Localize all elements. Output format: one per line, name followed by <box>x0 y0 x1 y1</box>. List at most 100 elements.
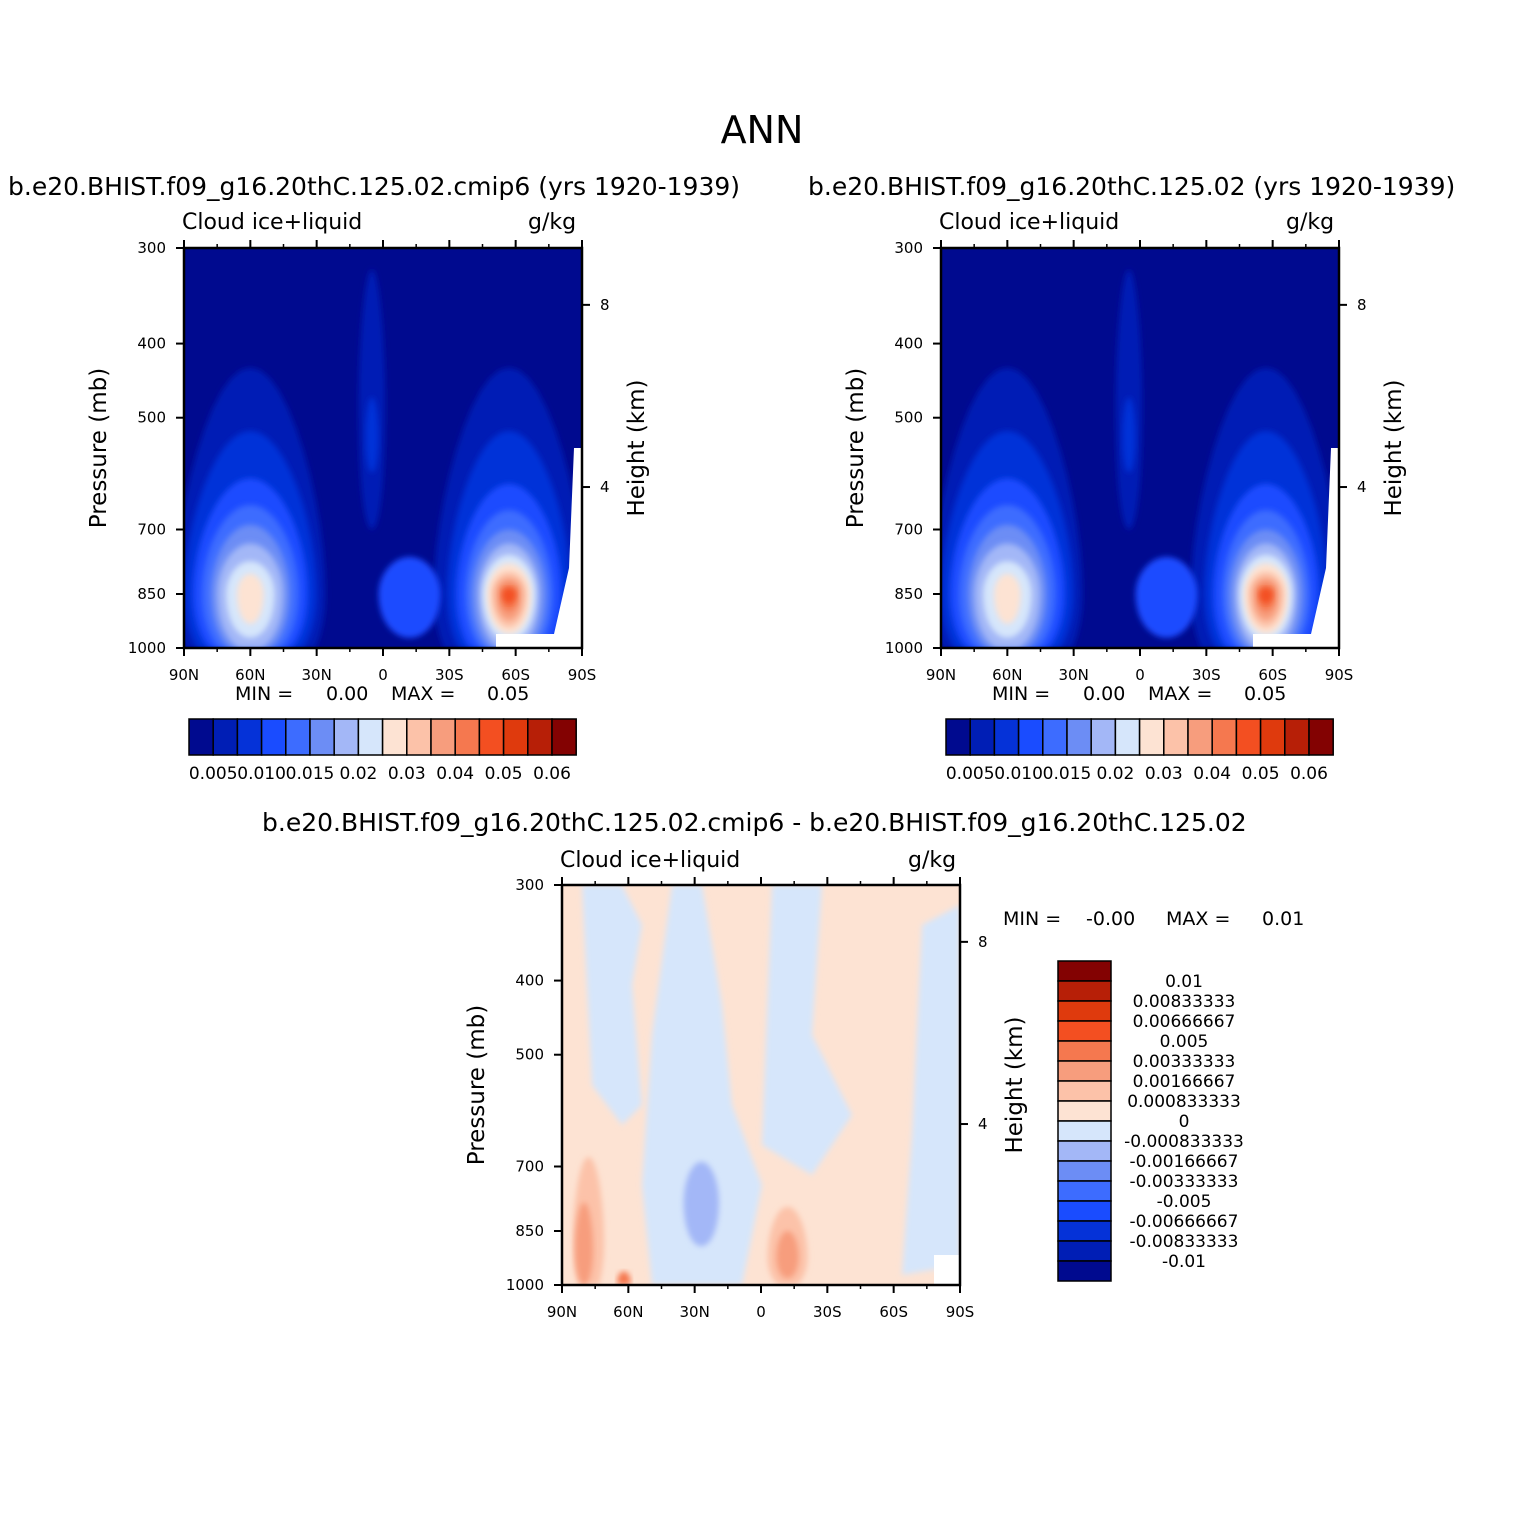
y-tick-label: 850 <box>515 1222 544 1240</box>
contour-equatorial <box>378 556 441 638</box>
panel1-title: b.e20.BHIST.f09_g16.20thC.125.02.cmip6 (… <box>8 172 741 201</box>
colorbar-label: 0.05 <box>1242 764 1280 784</box>
colorbar-box <box>406 718 432 756</box>
contour-south-l12 <box>1259 588 1273 604</box>
colorbar-box <box>1057 1060 1112 1082</box>
panel1-min-label: MIN = <box>235 683 294 705</box>
colorbar-box <box>1090 718 1117 756</box>
colorbar-box <box>1066 718 1092 756</box>
colorbar-label: 0.00666667 <box>1133 1012 1236 1032</box>
colorbar-box <box>1114 718 1141 756</box>
x-tick-label: 60S <box>501 666 530 684</box>
x-tick-label: 90N <box>547 1303 577 1321</box>
y-tick-label: 1000 <box>506 1276 544 1294</box>
panel1-min-value: 0.00 <box>326 683 369 705</box>
colorbar-box <box>1057 1020 1112 1042</box>
colorbar-box <box>1057 1140 1112 1162</box>
colorbar-box <box>188 718 214 756</box>
panel2-plot: 90N 60N 30N 0 30S 60S 90S 300 400 500 700 850 1000 8 4… <box>843 239 1407 684</box>
panel3-max-value: 0.01 <box>1262 908 1305 930</box>
x-tick-label: 90S <box>1325 666 1354 684</box>
colorbar-label: 0.03 <box>1145 764 1183 784</box>
colorbar-box <box>1017 718 1044 756</box>
diff-negative-blob <box>683 1161 719 1247</box>
colorbar-box <box>527 718 553 756</box>
colorbar-label: 0.02 <box>1096 764 1134 784</box>
y-axis-title: Pressure (mb) <box>464 1005 490 1165</box>
colorbar-box <box>1284 718 1310 756</box>
diff-negative-band-4 <box>902 905 960 1275</box>
x-tick-label: 60N <box>613 1303 643 1321</box>
panel1-max-value: 0.05 <box>487 683 530 705</box>
right-axis-title: Height (km) <box>1381 379 1407 516</box>
colorbar-box <box>1057 1080 1112 1102</box>
x-tick-label: 0 <box>756 1303 766 1321</box>
x-tick-label: 60S <box>879 1303 908 1321</box>
y-tick-label: 500 <box>137 409 166 427</box>
diff-negative-band-1 <box>582 885 642 1125</box>
colorbar-box <box>1211 718 1238 756</box>
colorbar-box <box>502 718 529 756</box>
panel1-units: g/kg <box>528 210 577 235</box>
colorbar-box <box>381 718 408 756</box>
colorbar-label: 0.000833333 <box>1127 1092 1241 1112</box>
colorbar-label: 0.005 <box>1160 1032 1209 1052</box>
x-tick-label: 30S <box>813 1303 842 1321</box>
y-tick-label: 300 <box>137 239 166 257</box>
panel3-title: b.e20.BHIST.f09_g16.20thC.125.02.cmip6 -… <box>262 808 1247 837</box>
panel3-colorbar: 0.010.008333330.006666670.0050.003333330… <box>1057 960 1244 1282</box>
colorbar-box <box>1057 1180 1112 1202</box>
y-tick-label: 500 <box>894 409 923 427</box>
colorbar-box <box>1259 718 1286 756</box>
colorbar-box <box>993 718 1020 756</box>
colorbar-box <box>1057 1220 1112 1242</box>
x-tick-label: 60S <box>1258 666 1287 684</box>
colorbar-box <box>969 718 996 756</box>
y-tick-label: 1000 <box>885 639 923 657</box>
diff-positive-blob-2 <box>575 1202 593 1285</box>
y-tick-label: 700 <box>894 521 923 539</box>
colorbar-label: 0.06 <box>1290 764 1328 784</box>
x-tick-label: 30S <box>435 666 464 684</box>
y-tick-label: 700 <box>515 1158 544 1176</box>
colorbar-box <box>551 718 577 756</box>
x-tick-label: 90N <box>926 666 956 684</box>
colorbar-label: 0.06 <box>533 764 571 784</box>
colorbar-label: 0.01 <box>1165 972 1203 992</box>
colorbar-box <box>945 718 971 756</box>
diff-positive-blob-4 <box>776 1231 799 1279</box>
colorbar-box <box>1308 718 1334 756</box>
panel2-min-value: 0.00 <box>1083 683 1126 705</box>
right-axis-title: Height (km) <box>624 379 650 516</box>
colorbar-label: 0.03 <box>388 764 426 784</box>
y-tick-label: 850 <box>894 585 923 603</box>
right-tick-label: 4 <box>600 478 610 496</box>
x-tick-label: 90S <box>946 1303 975 1321</box>
panel3-min-value: -0.00 <box>1086 908 1136 930</box>
colorbar-box <box>430 718 456 756</box>
colorbar-label: 0.010 <box>237 764 286 784</box>
colorbar-label: -0.000833333 <box>1124 1132 1244 1152</box>
colorbar-label: -0.00166667 <box>1130 1152 1239 1172</box>
missing-data-region <box>1253 448 1339 648</box>
colorbar-box <box>1057 1100 1112 1122</box>
panel1-plot: 90N 60N 30N 0 30S 60S 90S 300 400 500 700 850 1000 8 4… <box>86 239 650 684</box>
colorbar-box <box>454 718 481 756</box>
colorbar-box <box>1057 980 1112 1002</box>
x-tick-label: 30N <box>302 666 332 684</box>
diff-negative-band-3 <box>762 885 852 1175</box>
panel2-field <box>941 248 1339 648</box>
x-tick-label: 60N <box>235 666 265 684</box>
colorbar-label: 0.00166667 <box>1133 1072 1236 1092</box>
colorbar-box <box>1138 718 1165 756</box>
colorbar-box <box>1057 1000 1112 1022</box>
panel2-units: g/kg <box>1286 210 1335 235</box>
colorbar-label: 0.015 <box>286 764 335 784</box>
right-tick-label: 4 <box>1357 478 1367 496</box>
y-tick-label: 400 <box>137 335 166 353</box>
y-tick-label: 700 <box>137 521 166 539</box>
panel3-variable: Cloud ice+liquid <box>560 848 741 873</box>
colorbar-label: 0 <box>1179 1112 1190 1132</box>
colorbar-label: 0.005 <box>946 764 995 784</box>
contour-north-l8 <box>994 573 1021 624</box>
